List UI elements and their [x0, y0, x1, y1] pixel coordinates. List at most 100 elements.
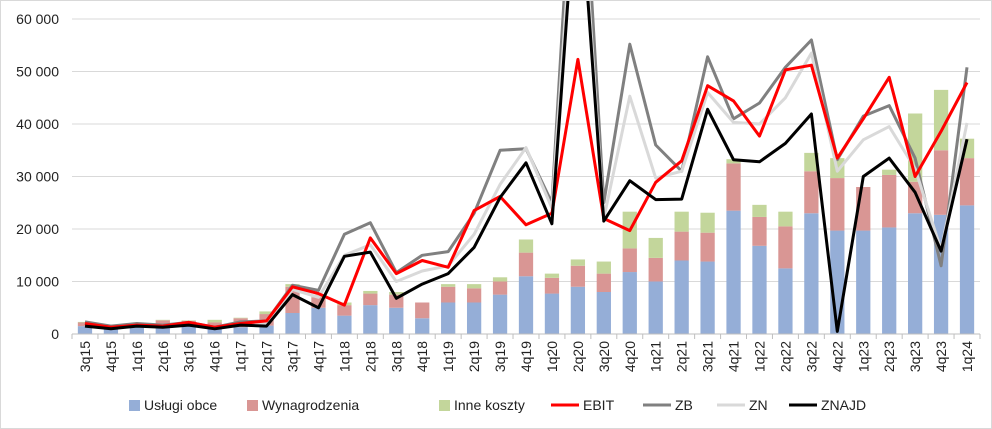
x-tick-label: 3q21: [700, 341, 716, 372]
bar-wynagrodzenia: [492, 281, 508, 295]
legend-item-zn: ZN: [717, 397, 768, 413]
bar-uslugi-obce: [648, 281, 663, 334]
legend-swatch: [247, 400, 258, 411]
y-tick-label: 50 000: [16, 64, 59, 80]
bar-wynagrodzenia: [415, 302, 430, 319]
legend-label: Wynagrodzenia: [262, 397, 359, 413]
x-tick-label: 3q15: [77, 341, 93, 372]
bar-uslugi-obce: [544, 293, 560, 334]
y-tick-label: 60 000: [16, 11, 59, 27]
bar-uslugi-obce: [752, 245, 767, 334]
bar-uslugi-obce: [337, 315, 352, 334]
x-tick-label: 3q17: [285, 341, 301, 372]
bar-uslugi-obce: [596, 292, 611, 334]
x-tick-label: 3q23: [907, 341, 923, 372]
bar-uslugi-obce: [259, 325, 274, 334]
bar-wynagrodzenia: [596, 273, 611, 292]
bar-wynagrodzenia: [752, 216, 767, 246]
x-tick-label: 4q16: [207, 341, 223, 372]
bar-inne-koszty: [466, 284, 482, 289]
x-tick-label: 1q20: [544, 341, 560, 372]
x-tick-label: 1q16: [129, 341, 145, 372]
bar-wynagrodzenia: [466, 288, 482, 303]
bar-uslugi-obce: [207, 327, 222, 334]
bar-wynagrodzenia: [570, 265, 586, 287]
bar-uslugi-obce: [856, 230, 871, 334]
bar-uslugi-obce: [674, 260, 689, 334]
bar-uslugi-obce: [285, 313, 300, 334]
x-tick-label: 4q23: [933, 341, 949, 372]
x-tick-label: 4q19: [518, 341, 534, 372]
x-tick-label: 3q20: [596, 341, 612, 372]
bar-uslugi-obce: [882, 227, 897, 334]
legend-item-ebit: EBIT: [551, 397, 615, 413]
bar-wynagrodzenia: [959, 158, 975, 206]
bar-inne-koszty: [155, 319, 170, 321]
y-tick-label: 10 000: [16, 274, 59, 290]
legend-label: ZNAJD: [821, 397, 866, 413]
y-tick-label: 40 000: [16, 116, 59, 132]
bar-inne-koszty: [233, 317, 248, 319]
bar-wynagrodzenia: [518, 252, 534, 277]
x-tick-label: 4q21: [726, 341, 742, 372]
bar-uslugi-obce: [233, 327, 248, 334]
legend-label: ZB: [675, 397, 693, 413]
bar-inne-koszty: [389, 292, 404, 295]
bar-uslugi-obce: [700, 261, 715, 334]
x-tick-label: 4q18: [414, 341, 430, 372]
bar-inne-koszty: [259, 311, 274, 315]
x-tick-label: 1q21: [648, 341, 664, 372]
y-tick-label: 0: [51, 326, 59, 342]
x-tick-label: 2q16: [155, 341, 171, 372]
bar-uslugi-obce: [518, 276, 534, 334]
x-tick-label: 1q18: [336, 341, 352, 372]
legend-swatch: [129, 400, 140, 411]
legend-label: Usługi obce: [144, 397, 217, 413]
bar-uslugi-obce: [363, 305, 378, 334]
x-tick-label: 2q21: [674, 341, 690, 372]
x-tick-label: 2q19: [466, 341, 482, 372]
bar-inne-koszty: [700, 212, 715, 233]
bar-wynagrodzenia: [155, 320, 170, 327]
bar-inne-koszty: [207, 319, 222, 323]
bar-inne-koszty: [726, 159, 741, 164]
x-tick-label: 3q16: [181, 341, 197, 372]
bar-inne-koszty: [648, 237, 663, 258]
bar-wynagrodzenia: [804, 171, 819, 214]
bar-inne-koszty: [882, 169, 897, 175]
bar-wynagrodzenia: [441, 286, 456, 303]
x-tick-label: 2q18: [362, 341, 378, 372]
bar-wynagrodzenia: [622, 248, 637, 273]
bar-uslugi-obce: [415, 318, 430, 334]
bar-uslugi-obce: [778, 268, 793, 334]
x-tick-label: 1q17: [233, 341, 249, 372]
bar-uslugi-obce: [389, 307, 404, 334]
bar-wynagrodzenia: [207, 322, 222, 328]
bar-wynagrodzenia: [544, 277, 560, 294]
bar-uslugi-obce: [492, 294, 508, 334]
line-znajd: [84, 1, 969, 333]
bar-inne-koszty: [778, 211, 793, 227]
bar-wynagrodzenia: [337, 305, 352, 316]
bar-uslugi-obce: [441, 302, 456, 334]
bar-inne-koszty: [181, 320, 196, 321]
legend-item-wynagrodzenia: Wynagrodzenia: [247, 397, 359, 413]
bar-uslugi-obce: [804, 213, 819, 334]
legend-swatch: [439, 400, 450, 411]
x-tick-label: 3q18: [388, 341, 404, 372]
x-tick-label: 1q19: [440, 341, 456, 372]
bar-uslugi-obce: [570, 286, 586, 334]
bar-wynagrodzenia: [726, 163, 741, 211]
bar-wynagrodzenia: [830, 178, 845, 231]
bar-wynagrodzenia: [778, 226, 793, 269]
x-tick-label: 4q22: [829, 341, 845, 372]
bar-inne-koszty: [363, 290, 378, 294]
x-tick-label: 1q24: [959, 341, 975, 372]
legend-item-znajd: ZNAJD: [789, 397, 866, 413]
bar-inne-koszty: [804, 152, 819, 172]
x-tick-label: 1q23: [855, 341, 871, 372]
bar-inne-koszty: [570, 259, 586, 266]
bar-inne-koszty: [492, 277, 508, 282]
